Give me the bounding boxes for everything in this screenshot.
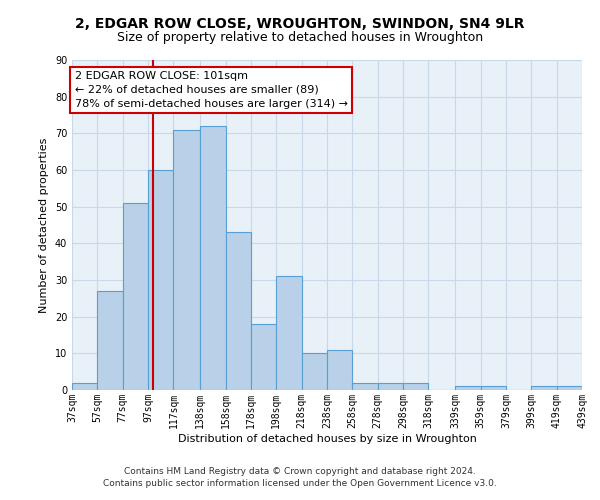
Bar bbox=[173, 130, 200, 390]
Text: 2, EDGAR ROW CLOSE, WROUGHTON, SWINDON, SN4 9LR: 2, EDGAR ROW CLOSE, WROUGHTON, SWINDON, … bbox=[75, 18, 525, 32]
Text: Size of property relative to detached houses in Wroughton: Size of property relative to detached ho… bbox=[117, 31, 483, 44]
Bar bbox=[148, 170, 173, 390]
Bar bbox=[455, 386, 481, 390]
Bar bbox=[481, 386, 506, 390]
X-axis label: Distribution of detached houses by size in Wroughton: Distribution of detached houses by size … bbox=[178, 434, 476, 444]
Text: Contains public sector information licensed under the Open Government Licence v3: Contains public sector information licen… bbox=[103, 478, 497, 488]
Bar bbox=[276, 276, 302, 390]
Bar bbox=[557, 386, 582, 390]
Bar bbox=[200, 126, 226, 390]
Bar bbox=[403, 382, 428, 390]
Bar bbox=[531, 386, 557, 390]
Bar bbox=[226, 232, 251, 390]
Text: Contains HM Land Registry data © Crown copyright and database right 2024.: Contains HM Land Registry data © Crown c… bbox=[124, 467, 476, 476]
Bar bbox=[302, 354, 327, 390]
Bar bbox=[327, 350, 352, 390]
Bar bbox=[72, 382, 97, 390]
Bar bbox=[123, 203, 148, 390]
Text: 2 EDGAR ROW CLOSE: 101sqm
← 22% of detached houses are smaller (89)
78% of semi-: 2 EDGAR ROW CLOSE: 101sqm ← 22% of detac… bbox=[74, 71, 347, 109]
Bar bbox=[378, 382, 403, 390]
Bar bbox=[352, 382, 378, 390]
Bar bbox=[251, 324, 276, 390]
Y-axis label: Number of detached properties: Number of detached properties bbox=[39, 138, 49, 312]
Bar bbox=[97, 291, 123, 390]
